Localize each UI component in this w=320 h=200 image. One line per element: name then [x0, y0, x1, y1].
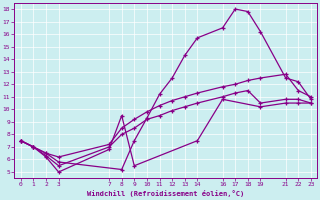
- X-axis label: Windchill (Refroidissement éolien,°C): Windchill (Refroidissement éolien,°C): [87, 190, 244, 197]
